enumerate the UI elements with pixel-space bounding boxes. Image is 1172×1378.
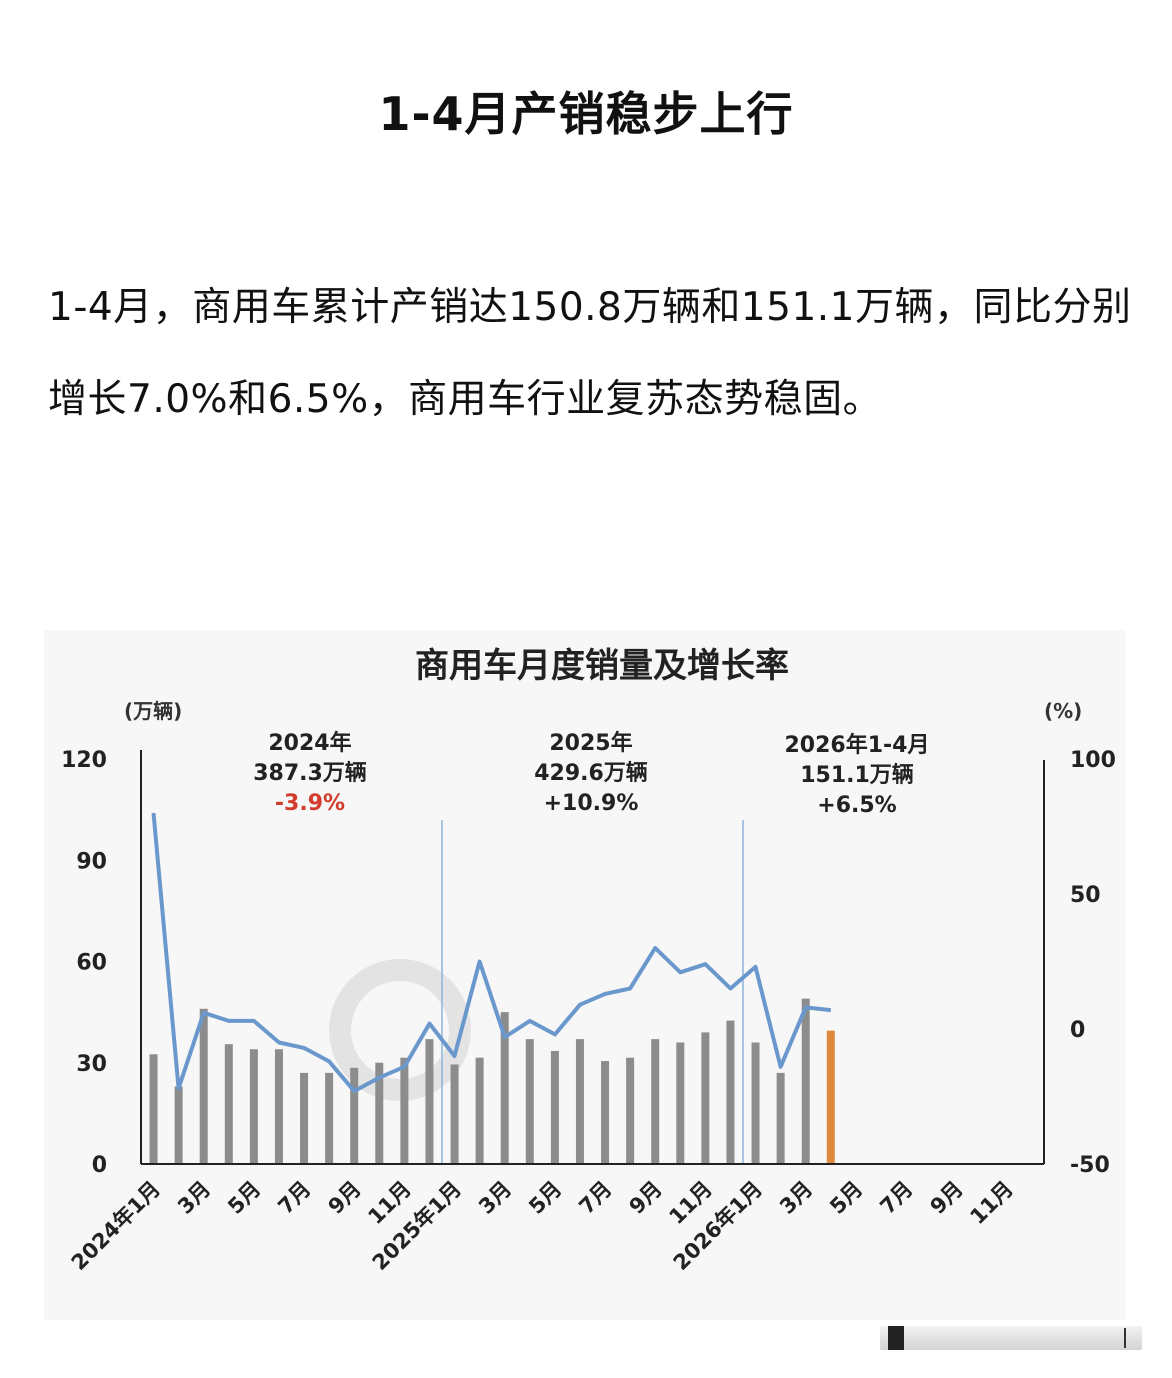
sales-bar [651, 1039, 660, 1164]
right-axis-unit: (%) [1044, 699, 1082, 723]
sales-bar [325, 1072, 334, 1164]
period-annotations: 2024年 387.3万辆 -3.9% 2025年 429.6万辆 +10.9% 2026年… [253, 730, 929, 818]
annotation-change: -3.9% [275, 791, 345, 816]
sales-bar [174, 1086, 183, 1164]
annotation-total: 387.3万辆 [253, 760, 367, 786]
sales-bar [249, 1049, 258, 1164]
period-separators [441, 820, 744, 1164]
sales-bar [676, 1042, 685, 1164]
chart-title: 商用车月度销量及增长率 [415, 646, 789, 686]
annotation-change: +10.9% [544, 791, 639, 816]
sales-bar [300, 1072, 309, 1164]
annotation-period: 2025年 [549, 730, 632, 756]
sales-bar [375, 1062, 384, 1164]
sales-bar [776, 1072, 785, 1164]
left-tick-label: 30 [76, 1052, 107, 1077]
right-tick-label: -50 [1070, 1153, 1110, 1178]
sales-bar [450, 1064, 459, 1164]
left-tick-label: 90 [76, 849, 107, 874]
horizontal-scrollbar[interactable] [880, 1326, 1142, 1350]
chart-container: 商用车月度销量及增长率 (万辆) (%) 120 90 60 30 0 100 50 0 -5… [0, 600, 1172, 1320]
sales-bar [199, 1008, 208, 1164]
right-tick-label: 0 [1070, 1018, 1085, 1043]
sales-bar [350, 1067, 359, 1164]
sales-bar [626, 1057, 635, 1164]
annotation-period: 2024年 [268, 730, 351, 756]
sales-bar [751, 1042, 760, 1164]
sales-bar-highlight [826, 1030, 835, 1164]
annotation-change: +6.5% [817, 793, 896, 818]
sales-bar [525, 1039, 534, 1164]
growth-rate-line [151, 812, 832, 1094]
left-tick-label: 0 [92, 1153, 107, 1178]
sales-bars [149, 998, 835, 1164]
sales-bar [400, 1057, 409, 1164]
chart-background [44, 630, 1126, 1320]
sales-bar [601, 1061, 610, 1164]
sales-bar [425, 1039, 434, 1164]
annotation-period: 2026年1-4月 [785, 732, 930, 758]
sales-bar [575, 1039, 584, 1164]
annotation-total: 429.6万辆 [534, 760, 648, 786]
article-title: 1-4月产销稳步上行 [378, 87, 794, 141]
article-body: 1-4月，商用车累计产销达150.8万辆和151.1万辆，同比分别增长7.0%和… [48, 285, 1132, 422]
sales-bar [274, 1049, 283, 1164]
left-axis-ticks: 120 90 60 30 0 [61, 748, 107, 1178]
sales-bar [500, 1012, 509, 1164]
scrollbar-thumb[interactable] [888, 1326, 904, 1350]
sales-growth-chart: 商用车月度销量及增长率 (万辆) (%) 120 90 60 30 0 100 50 0 -5… [44, 630, 1126, 1320]
left-tick-label: 60 [76, 951, 107, 976]
sales-bar [475, 1057, 484, 1164]
left-tick-label: 120 [61, 748, 107, 773]
sales-bar [224, 1044, 233, 1164]
left-axis-unit: (万辆) [124, 699, 182, 723]
scrollbar-grip-icon [1124, 1328, 1138, 1348]
right-axis-ticks: 100 50 0 -50 [1070, 748, 1116, 1178]
right-tick-label: 50 [1070, 883, 1101, 908]
sales-bar [801, 998, 810, 1164]
sales-bar [149, 1054, 158, 1164]
sales-bar [701, 1032, 710, 1164]
right-tick-label: 100 [1070, 748, 1116, 773]
sales-bar [726, 1020, 735, 1164]
annotation-total: 151.1万辆 [800, 762, 914, 788]
sales-bar [550, 1050, 559, 1164]
